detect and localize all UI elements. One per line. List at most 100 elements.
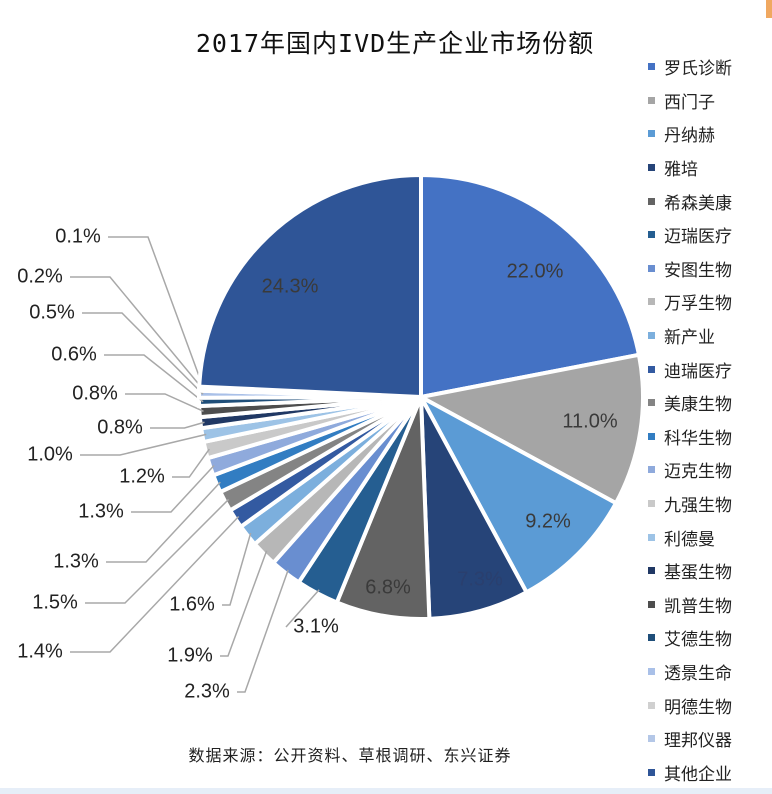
leader-line bbox=[222, 532, 252, 606]
legend-swatch bbox=[648, 634, 655, 642]
legend-item: 雅培 bbox=[648, 151, 732, 185]
leader-line bbox=[108, 236, 204, 388]
legend-label: 凯普生物 bbox=[664, 596, 732, 617]
leader-line bbox=[106, 481, 221, 563]
legend-label: 明德生物 bbox=[664, 697, 732, 718]
legend-item: 利德曼 bbox=[648, 520, 732, 554]
leader-line bbox=[220, 550, 268, 657]
legend-item: 理邦仪器 bbox=[648, 722, 732, 756]
legend-swatch bbox=[648, 735, 655, 743]
legend-swatch bbox=[648, 164, 655, 172]
legend-swatch bbox=[648, 500, 655, 508]
legend-item: 迪瑞医疗 bbox=[648, 352, 732, 386]
leader-line bbox=[104, 354, 204, 403]
legend-swatch bbox=[648, 533, 655, 541]
data-label: 22.0% bbox=[507, 260, 564, 282]
legend-item: 美康生物 bbox=[648, 386, 732, 420]
legend-item: 九强生物 bbox=[648, 487, 732, 521]
data-label: 0.5% bbox=[29, 301, 75, 323]
legend-label: 艾德生物 bbox=[664, 630, 732, 651]
legend-label: 其他企业 bbox=[664, 764, 732, 785]
leader-line bbox=[70, 276, 204, 390]
legend-swatch bbox=[648, 63, 655, 71]
legend-label: 希森美康 bbox=[664, 193, 732, 214]
legend-swatch bbox=[648, 264, 655, 272]
data-label: 1.4% bbox=[17, 640, 63, 662]
legend-swatch bbox=[648, 466, 655, 474]
legend-item: 迈克生物 bbox=[648, 453, 732, 487]
legend-label: 新产业 bbox=[664, 328, 715, 349]
legend-swatch bbox=[648, 667, 655, 675]
legend-item: 透景生命 bbox=[648, 655, 732, 689]
legend-label: 基蛋生物 bbox=[664, 563, 732, 584]
legend-item: 万孚生物 bbox=[648, 285, 732, 319]
legend-item: 罗氏诊断 bbox=[648, 50, 732, 84]
leader-line bbox=[80, 433, 207, 456]
leader-line bbox=[150, 421, 205, 429]
legend-item: 科华生物 bbox=[648, 420, 732, 454]
legend-item: 安图生物 bbox=[648, 252, 732, 286]
legend-label: 丹纳赫 bbox=[664, 126, 715, 147]
legend-label: 罗氏诊断 bbox=[664, 59, 732, 80]
data-label: 0.2% bbox=[17, 265, 63, 287]
legend-swatch bbox=[648, 432, 655, 440]
legend-swatch bbox=[648, 768, 655, 776]
data-label: 1.6% bbox=[169, 593, 215, 615]
pie-slice bbox=[416, 392, 619, 596]
legend-label: 利德曼 bbox=[664, 529, 715, 550]
data-label: 1.3% bbox=[78, 500, 124, 522]
data-label: 3.1% bbox=[293, 615, 339, 637]
legend-item: 丹纳赫 bbox=[648, 117, 732, 151]
data-label: 1.0% bbox=[27, 443, 73, 465]
legend-swatch bbox=[648, 365, 655, 373]
data-label: 6.8% bbox=[365, 576, 411, 598]
legend-item: 迈瑞医疗 bbox=[648, 218, 732, 252]
leader-line bbox=[125, 393, 204, 413]
legend-label: 理邦仪器 bbox=[664, 731, 732, 752]
legend-item: 新产业 bbox=[648, 319, 732, 353]
pie-slice bbox=[419, 172, 642, 400]
leader-line bbox=[172, 448, 210, 478]
legend-label: 美康生物 bbox=[664, 395, 732, 416]
legend-item: 西门子 bbox=[648, 84, 732, 118]
leader-line bbox=[285, 589, 320, 628]
legend-label: 西门子 bbox=[664, 92, 715, 113]
legend-label: 迈瑞医疗 bbox=[664, 227, 732, 248]
legend-item: 基蛋生物 bbox=[648, 554, 732, 588]
chart-title: 2017年国内IVD生产企业市场份额 bbox=[195, 29, 595, 58]
legend-swatch bbox=[648, 96, 655, 104]
data-label: 24.3% bbox=[262, 275, 319, 297]
data-label: 0.1% bbox=[55, 225, 101, 247]
leader-line bbox=[82, 312, 204, 395]
legend-label: 迈克生物 bbox=[664, 462, 732, 483]
data-label: 1.3% bbox=[53, 550, 99, 572]
corner-mark bbox=[766, 0, 772, 18]
leader-line bbox=[131, 465, 215, 513]
leader-line bbox=[85, 498, 230, 604]
legend: 罗氏诊断西门子丹纳赫雅培希森美康迈瑞医疗安图生物万孚生物新产业迪瑞医疗美康生物科… bbox=[648, 50, 732, 789]
legend-swatch bbox=[648, 399, 655, 407]
source-note: 数据来源：公开资料、草根调研、东兴证券 bbox=[188, 746, 512, 765]
legend-swatch bbox=[648, 332, 655, 340]
legend-item: 艾德生物 bbox=[648, 621, 732, 655]
pie-slice bbox=[415, 352, 645, 506]
data-label: 1.2% bbox=[119, 465, 165, 487]
legend-label: 万孚生物 bbox=[664, 294, 732, 315]
legend-swatch bbox=[648, 600, 655, 608]
data-label: 7.3% bbox=[457, 568, 503, 590]
legend-label: 九强生物 bbox=[664, 496, 732, 517]
legend-item: 凯普生物 bbox=[648, 588, 732, 622]
legend-label: 科华生物 bbox=[664, 428, 732, 449]
legend-swatch bbox=[648, 298, 655, 306]
data-label: 0.6% bbox=[51, 343, 97, 365]
data-label: 0.8% bbox=[97, 416, 143, 438]
legend-swatch bbox=[648, 197, 655, 205]
data-label: 1.5% bbox=[32, 591, 78, 613]
legend-swatch bbox=[648, 130, 655, 138]
legend-label: 安图生物 bbox=[664, 260, 732, 281]
leader-line bbox=[70, 515, 240, 653]
legend-swatch bbox=[648, 701, 655, 709]
legend-swatch bbox=[648, 231, 655, 239]
leader-line bbox=[237, 569, 289, 693]
